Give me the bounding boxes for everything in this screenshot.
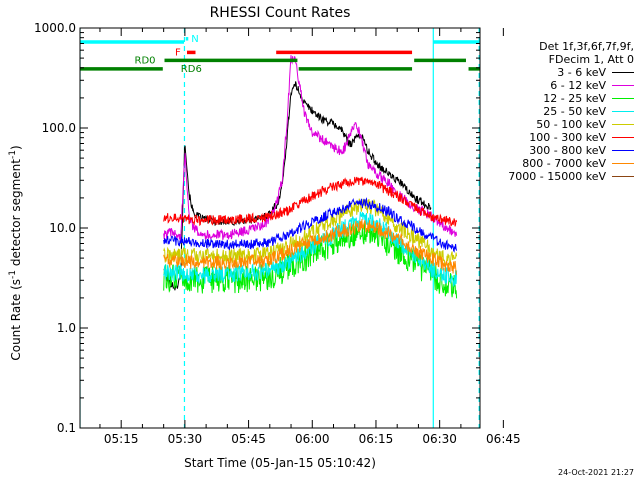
legend-swatch (612, 98, 634, 99)
legend-entry-4: 50 - 100 keV (482, 118, 634, 131)
legend-entry-2: 12 - 25 keV (482, 92, 634, 105)
y-tick-label-1: 1.0 (57, 321, 76, 335)
legend-swatch (612, 124, 634, 125)
y-axis-label: Count Rate (s-1 detector segment-1) (8, 145, 23, 360)
legend-entry-1: 6 - 12 keV (482, 79, 634, 92)
legend-label: 6 - 12 keV (550, 79, 606, 92)
legend-entries: 3 - 6 keV 6 - 12 keV 12 - 25 keV 25 - 50 ke… (482, 66, 634, 183)
y-tick-label-4: 1000.0 (34, 21, 76, 35)
legend-label: 800 - 7000 keV (522, 157, 606, 170)
x-tick-label-1: 05:30 (168, 432, 203, 446)
legend-entry-5: 100 - 300 keV (482, 131, 634, 144)
plot-content (80, 28, 480, 428)
x-tick-label-3: 06:00 (295, 432, 330, 446)
legend-label: 12 - 25 keV (543, 92, 606, 105)
y-tick-label-0: 0.1 (57, 421, 76, 435)
legend-entry-6: 300 - 800 keV (482, 144, 634, 157)
legend-entry-3: 25 - 50 keV (482, 105, 634, 118)
legend: Det 1f,3f,6f,7f,9f, FDecim 1, Att 0 3 - … (482, 40, 634, 183)
x-tick-label-2: 05:45 (231, 432, 266, 446)
legend-swatch (612, 111, 634, 112)
legend-label: 7000 - 15000 keV (508, 170, 606, 183)
x-tick-label-4: 06:15 (359, 432, 394, 446)
series-line-1 (163, 55, 458, 242)
generation-timestamp: 24-Oct-2021 21:27 (558, 468, 634, 477)
axes: 0.1 1.0 10.0 100.0 1000.0 05:15 05:30 05:45 06:0… (34, 21, 521, 446)
legend-swatch (612, 163, 634, 164)
series-line-7 (163, 219, 458, 275)
legend-label: 3 - 6 keV (557, 66, 606, 79)
legend-header-line-1: Det 1f,3f,6f,7f,9f, (539, 40, 634, 53)
x-tick-label-6: 06:45 (486, 432, 521, 446)
legend-swatch (612, 150, 634, 151)
legend-label: 25 - 50 keV (543, 105, 606, 118)
legend-swatch (612, 85, 634, 86)
state-label-n: N (191, 34, 198, 45)
y-tick-label-3: 100.0 (42, 121, 76, 135)
chart-title: RHESSI Count Rates (210, 5, 351, 21)
legend-swatch (612, 72, 634, 73)
legend-swatch (612, 137, 634, 138)
legend-label: 300 - 800 keV (529, 144, 606, 157)
plot-area: NF RD0 RD6 (80, 28, 480, 428)
series-line-5 (163, 176, 458, 227)
y-tick-label-2: 10.0 (49, 221, 76, 235)
x-tick-label-5: 06:30 (422, 432, 457, 446)
series-line-6 (163, 197, 458, 253)
x-axis-label: Start Time (05-Jan-15 05:10:42) (184, 456, 376, 470)
state-label-rd6: RD6 (181, 64, 202, 75)
x-tick-label-0: 05:15 (104, 432, 139, 446)
legend-entry-7: 800 - 7000 keV (482, 157, 634, 170)
state-label-f: F (175, 47, 181, 58)
legend-swatch (612, 176, 634, 177)
legend-entry-0: 3 - 6 keV (482, 66, 634, 79)
legend-entry-8: 7000 - 15000 keV (482, 170, 634, 183)
legend-label: 50 - 100 keV (536, 118, 606, 131)
state-label-rd0: RD0 (135, 55, 156, 66)
legend-label: 100 - 300 keV (529, 131, 606, 144)
legend-header-line-2: FDecim 1, Att 0 (548, 53, 634, 66)
